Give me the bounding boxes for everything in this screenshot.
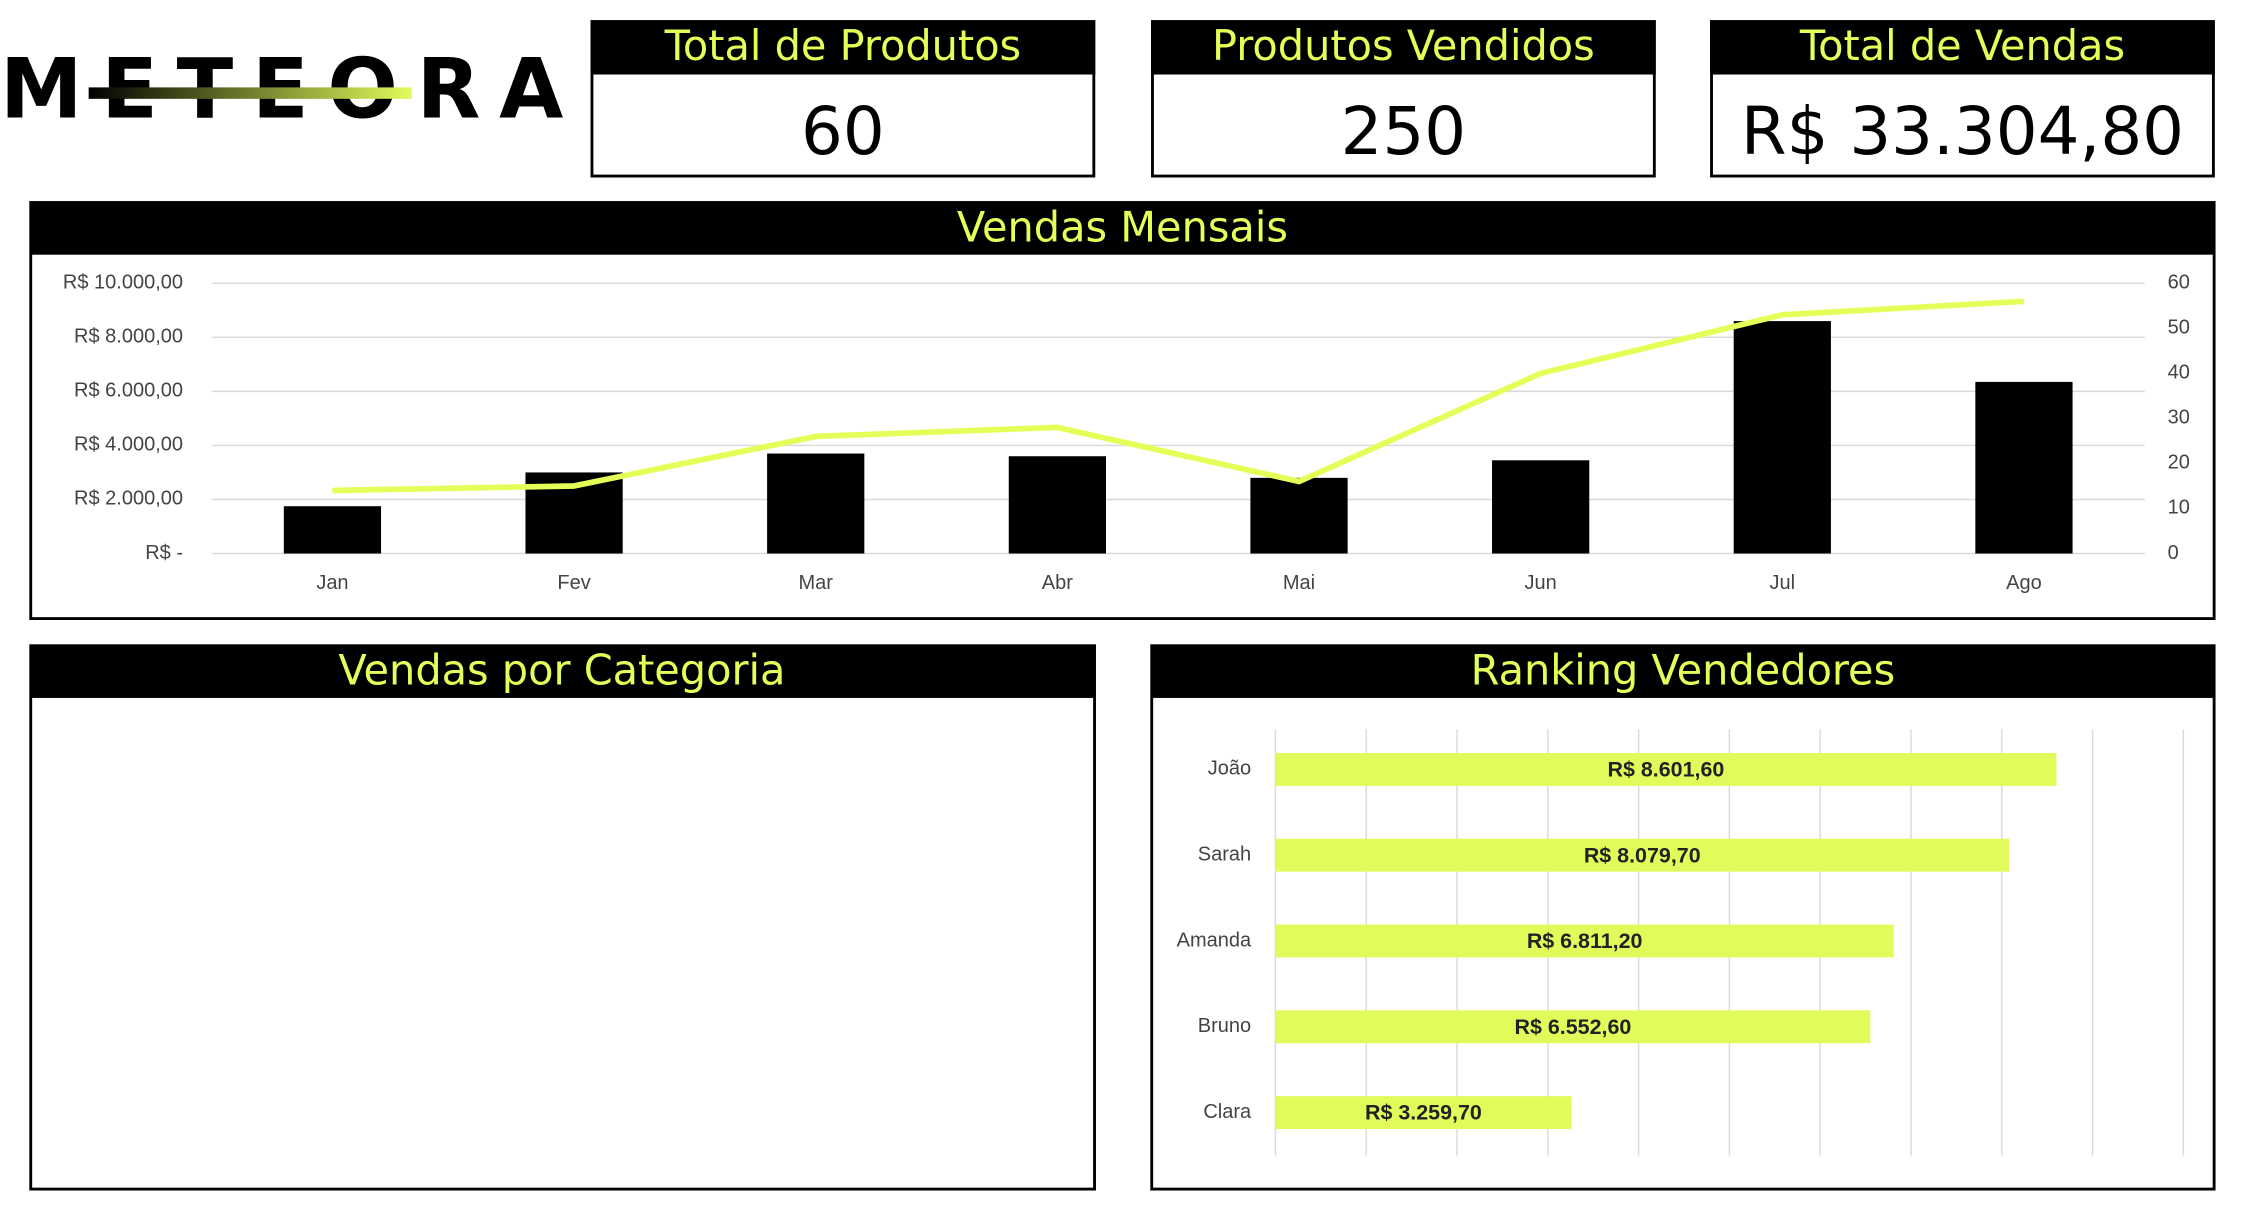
line: [332, 298, 2025, 494]
chart-title: Ranking Vendedores: [1471, 647, 1896, 695]
x-tick-label: Mai: [1283, 572, 1315, 594]
bar: [283, 506, 382, 554]
logo-stripe: [88, 87, 412, 99]
bar: [1275, 838, 2010, 872]
chart-title: Vendas Mensais: [957, 203, 1288, 251]
y2-tick-label: 60: [2168, 272, 2190, 294]
bar: [1275, 1096, 1572, 1130]
y-tick-label: R$ 8.000,00: [74, 326, 183, 348]
y2-tick-label: 30: [2168, 407, 2190, 429]
kpi-cards: Total de Produtos 60 Produtos Vendidos 250 T…: [590, 20, 2215, 178]
y-tick-label: R$ 10.000,00: [63, 272, 183, 294]
kpi-title: Produtos Vendidos: [1212, 22, 1595, 70]
x-tick-label: Jan: [316, 572, 348, 594]
x-tick-label: Ago: [2006, 572, 2042, 594]
panel: [29, 644, 1096, 1191]
y2-tick-label: 40: [2168, 362, 2190, 384]
kpi-header: [1710, 20, 2215, 75]
data-label: R$ 6.552,60: [1514, 1015, 1631, 1039]
y-tick-label: R$ 4.000,00: [74, 434, 183, 456]
panel: [29, 201, 2216, 621]
y-tick-label: R$ -: [145, 542, 183, 564]
y-tick-label: R$ 6.000,00: [74, 380, 183, 402]
x-tick-label: Mar: [799, 572, 834, 594]
x-tick-label: Abr: [1042, 572, 1073, 594]
kpi-title: Total de Vendas: [1799, 22, 2125, 70]
y-tick-label: Amanda: [1177, 929, 1252, 951]
bar: [1275, 1010, 1871, 1044]
kpi-title: Total de Produtos: [664, 22, 1022, 70]
y-tick-label: Clara: [1203, 1101, 1252, 1123]
bar: [1275, 752, 2057, 786]
bar: [1275, 924, 1894, 958]
kpi-value: R$ 33.304,80: [1741, 93, 2184, 170]
data-label: R$ 8.079,70: [1584, 843, 1701, 867]
plots: R$ - R$ 2.000,00 R$ 4.000,00 R$ 6.000,00 R$ …: [63, 272, 2190, 1156]
bar: [767, 453, 865, 554]
y2-tick-label: 0: [2168, 542, 2179, 564]
panel-header: [30, 201, 2215, 255]
kpi-header: [1151, 20, 1656, 75]
kpi-value: 250: [1341, 93, 1467, 170]
y-tick-label: Sarah: [1198, 844, 1251, 866]
panel-title: Vendas por Categoria: [338, 647, 785, 695]
data-label: R$ 3.259,70: [1365, 1101, 1482, 1125]
panel-header: [30, 645, 1096, 698]
data-label: R$ 8.601,60: [1608, 758, 1725, 782]
data-label: R$ 6.811,20: [1527, 929, 1643, 953]
kpi-header: [590, 20, 1096, 75]
x-tick-label: Fev: [557, 572, 590, 594]
x-tick-label: Jun: [1525, 572, 1557, 594]
y-tick-label: Bruno: [1198, 1015, 1251, 1037]
x-tick-label: Jul: [1770, 572, 1796, 594]
bar: [1492, 460, 1590, 554]
bar: [1250, 477, 1348, 554]
bar: [1975, 381, 2073, 554]
y2-tick-label: 50: [2168, 317, 2190, 339]
y-tick-label: R$ 2.000,00: [74, 488, 183, 510]
y2-tick-label: 20: [2168, 452, 2190, 474]
panel-header: [1151, 645, 2215, 698]
kpi-value: 60: [801, 93, 885, 170]
y2-tick-label: 10: [2168, 497, 2190, 519]
y-tick-label: João: [1208, 758, 1251, 780]
bar: [1008, 456, 1106, 554]
bar: [1733, 321, 1831, 554]
